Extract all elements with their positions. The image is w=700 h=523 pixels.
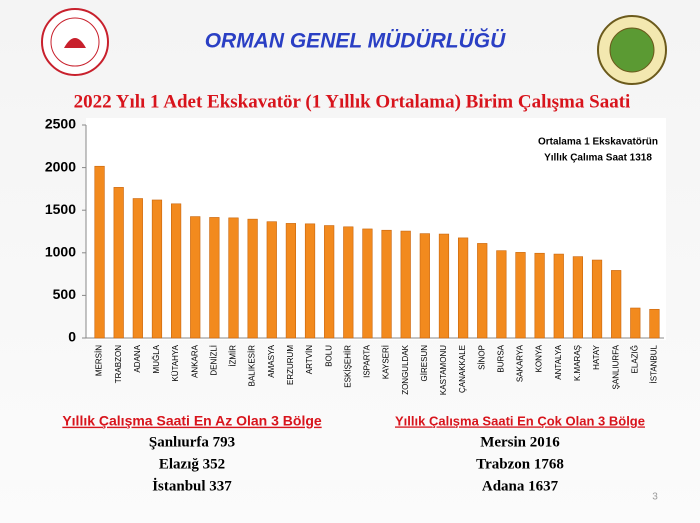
chart: 0 500 1000 1500 2000 2500 MERSİN TRABZON ADANA MU… (45, 116, 664, 395)
chart-title: 2022 Yılı 1 Adet Ekskavatör (1 Yıllık Or… (74, 91, 631, 112)
bar (553, 253, 564, 339)
x-tick-label: HATAY (592, 344, 601, 370)
summary-item: Adana 1637 (482, 478, 559, 494)
bar (477, 243, 488, 339)
x-tick-label: ESKİŞEHİR (343, 345, 352, 388)
bar (113, 187, 124, 339)
bar (247, 218, 258, 339)
bar (171, 203, 182, 339)
bar (630, 307, 641, 339)
x-tick-label: SAKARYA (516, 344, 525, 382)
y-tick-label: 500 (53, 286, 77, 302)
y-tick-label: 0 (68, 329, 76, 345)
y-tick-label: 1000 (45, 244, 76, 260)
x-tick-label: İSTANBUL (650, 344, 659, 383)
x-tick-label: ARTVİN (305, 345, 314, 374)
x-tick-label: ERZURUM (286, 345, 295, 385)
x-tick-label: ANKARA (190, 344, 199, 378)
bar (151, 199, 163, 339)
bar (266, 221, 277, 339)
bar (419, 233, 430, 339)
x-tick-label: KÜTAHYA (171, 344, 180, 381)
y-tick-label: 2000 (45, 158, 76, 174)
plot-area (86, 118, 666, 340)
x-tick-label: ÇANAKKALE (458, 345, 467, 393)
bar (304, 223, 316, 339)
bar (324, 225, 335, 339)
bar (438, 233, 450, 339)
x-tick-label: BURSA (496, 344, 505, 372)
x-tick-label: MERSİN (95, 345, 104, 376)
x-tick-label: BOLU (324, 345, 333, 367)
bar (285, 223, 297, 339)
annotation: Ortalama 1 Ekskavatörün (538, 137, 658, 148)
bar (572, 256, 583, 339)
x-tick-label: ISPARTA (363, 344, 372, 378)
page-number: 3 (652, 492, 658, 503)
annotation: Yıllık Çalıma Saat 1318 (544, 153, 652, 164)
header-title: ORMAN GENEL MÜDÜRLÜĞÜ (205, 29, 506, 53)
bar (400, 230, 411, 339)
bar (228, 217, 239, 339)
bar (534, 252, 545, 339)
bar (611, 270, 622, 339)
x-tick-label: KONYA (535, 344, 544, 372)
bar (190, 216, 201, 339)
x-tick-label: MUĞLA (152, 344, 161, 373)
x-tick-label: KAYSERİ (382, 345, 391, 379)
summary-item: Trabzon 1768 (476, 456, 564, 472)
x-tick-label: ZONGULDAK (401, 344, 410, 394)
bar (132, 198, 143, 339)
x-tick-label: TRABZON (114, 345, 123, 383)
section-heading: Yıllık Çalışma Saati En Az Olan 3 Bölge (62, 413, 322, 429)
summary-item: Şanlıurfa 793 (149, 434, 235, 450)
lists: Şanlıurfa 793 Elazığ 352 İstanbul 337 Mersi… (149, 434, 564, 494)
x-tick-label: AMASYA (267, 344, 276, 377)
x-tick-label: ELAZIĞ (630, 345, 639, 373)
summary-item: İstanbul 337 (152, 477, 232, 494)
x-tick-label: SİNOP (477, 345, 486, 370)
bar (381, 229, 392, 339)
y-tick-label: 1500 (45, 201, 76, 217)
bar (649, 308, 660, 339)
x-tick-label: ANTALYA (554, 344, 563, 379)
summary-item: Mersin 2016 (480, 434, 560, 450)
x-tick-label: BALIKESİR (248, 345, 257, 387)
bar (515, 252, 526, 339)
bar (343, 226, 354, 339)
x-tick-label: ŞANLIURFA (611, 344, 620, 389)
bar (457, 237, 469, 339)
bar (496, 250, 507, 339)
bar (94, 165, 105, 339)
x-tick-label: DENİZLİ (209, 345, 218, 376)
bar (209, 217, 220, 339)
bar (591, 259, 603, 339)
x-tick-label: İZMİR (229, 345, 238, 367)
x-tick-label: GİRESUN (420, 345, 429, 382)
logo-left (41, 8, 109, 76)
x-tick-label: K.MARAŞ (573, 345, 582, 381)
section-heading: Yıllık Çalışma Saati En Çok Olan 3 Bölge (395, 413, 645, 428)
x-tick-label: KASTAMONU (439, 345, 448, 395)
y-tick-label: 2500 (45, 116, 76, 132)
x-tick-label: ADANA (133, 344, 142, 372)
bar (362, 228, 373, 339)
summary-item: Elazığ 352 (159, 456, 225, 472)
logo-right (597, 15, 667, 85)
